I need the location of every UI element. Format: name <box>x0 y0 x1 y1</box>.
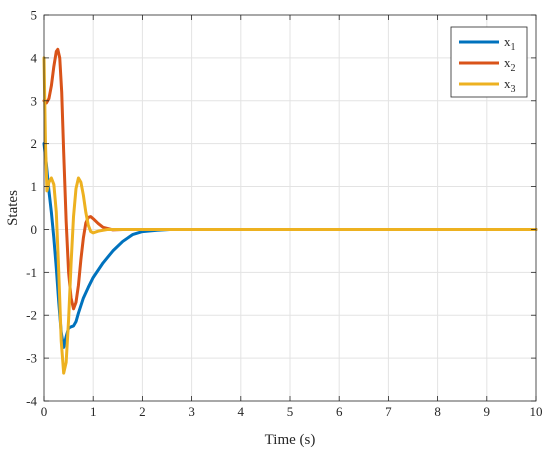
legend-label-x3: x3 <box>504 76 516 95</box>
x-tick-label: 10 <box>530 404 543 419</box>
x-tick-label: 7 <box>385 404 392 419</box>
y-tick-label: 4 <box>31 50 38 65</box>
x-tick-label: 2 <box>139 404 146 419</box>
axis-ticks <box>43 14 537 402</box>
legend-label-subscript: 2 <box>511 63 516 74</box>
legend-label-base: x <box>504 34 511 49</box>
series-lines <box>42 47 538 375</box>
x-tick-label: 8 <box>434 404 441 419</box>
y-tick-label: 5 <box>31 8 38 23</box>
legend-label-base: x <box>504 55 511 70</box>
y-tick-label: 3 <box>31 93 38 108</box>
y-tick-label: -1 <box>26 265 37 280</box>
legend-label-base: x <box>504 76 511 91</box>
x-tick-label: 5 <box>287 404 294 419</box>
legend-label-x1: x1 <box>504 34 516 53</box>
x-tick-label: 3 <box>188 404 195 419</box>
y-tick-label: -2 <box>26 308 37 323</box>
legend-label-x2: x2 <box>504 55 516 74</box>
x-tick-label: 1 <box>90 404 97 419</box>
series-line-x3 <box>42 56 538 375</box>
legend-label-subscript: 3 <box>511 84 516 95</box>
y-tick-label: 1 <box>31 179 38 194</box>
x-tick-label: 6 <box>336 404 343 419</box>
legend-label-subscript: 1 <box>511 42 516 53</box>
y-tick-label: 2 <box>31 136 38 151</box>
y-tick-label: -3 <box>26 351 37 366</box>
x-tick-label: 0 <box>41 404 48 419</box>
y-axis-label: States <box>5 190 21 226</box>
series-line-x2 <box>42 47 538 311</box>
y-tick-label: -4 <box>26 394 37 409</box>
tick-labels: 0 1 2 3 4 5 6 7 8 9 10 -4 -3 -2 -1 0 1 2 3 4 5 <box>26 8 542 420</box>
x-axis-label: Time (s) <box>265 432 316 448</box>
series-line-x1 <box>42 142 538 349</box>
x-tick-label: 9 <box>484 404 491 419</box>
y-tick-label: 0 <box>31 222 38 237</box>
x-tick-label: 4 <box>238 404 245 419</box>
